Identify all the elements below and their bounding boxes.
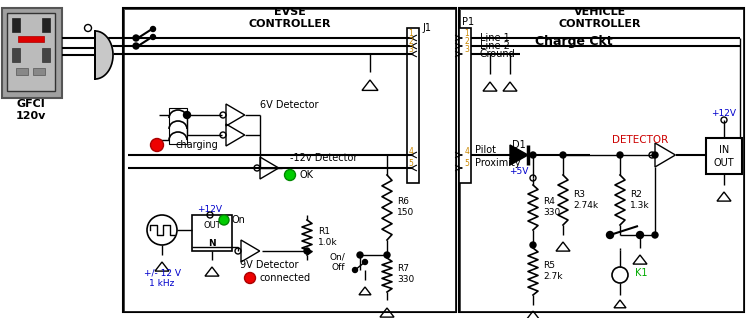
Circle shape: [530, 242, 536, 248]
Text: 4: 4: [464, 147, 470, 156]
Circle shape: [219, 215, 229, 225]
Polygon shape: [510, 145, 528, 165]
Circle shape: [151, 139, 163, 151]
Circle shape: [637, 232, 643, 238]
Text: 3: 3: [408, 45, 413, 54]
Text: 2: 2: [464, 38, 470, 46]
Text: OUT: OUT: [203, 220, 221, 230]
Text: OK: OK: [300, 170, 314, 180]
Text: R7
330: R7 330: [397, 264, 414, 284]
Circle shape: [353, 267, 357, 273]
Text: DETECTOR: DETECTOR: [612, 135, 668, 145]
Circle shape: [530, 152, 536, 158]
Text: Line 1: Line 1: [480, 33, 510, 43]
Text: EVSE
CONTROLLER: EVSE CONTROLLER: [249, 7, 331, 29]
Text: R2
1.3k: R2 1.3k: [630, 190, 649, 210]
Bar: [124, 9, 455, 311]
Text: Pilot: Pilot: [475, 145, 496, 155]
Circle shape: [363, 259, 368, 265]
Text: charging: charging: [175, 140, 218, 150]
Text: VEHICLE
CONTROLLER: VEHICLE CONTROLLER: [559, 7, 641, 29]
Circle shape: [652, 232, 658, 238]
Text: J1: J1: [422, 23, 431, 33]
Text: P1: P1: [462, 17, 474, 27]
Text: R4
330: R4 330: [543, 197, 560, 217]
Bar: [42, 48, 50, 62]
Bar: [169, 108, 187, 144]
Text: connected: connected: [260, 273, 311, 283]
Circle shape: [560, 152, 566, 158]
Text: OUT: OUT: [714, 158, 734, 168]
Bar: [12, 48, 20, 62]
Text: Charge Ckt: Charge Ckt: [535, 36, 613, 49]
Bar: [459, 8, 744, 312]
Text: +12V: +12V: [198, 205, 222, 215]
Text: On: On: [232, 215, 246, 225]
Text: R3
2.74k: R3 2.74k: [573, 190, 598, 210]
Circle shape: [151, 26, 156, 31]
Text: On/
Off: On/ Off: [330, 252, 345, 272]
Text: IN: IN: [719, 145, 729, 155]
Text: K1: K1: [635, 268, 647, 278]
Circle shape: [617, 152, 623, 158]
Bar: [123, 8, 456, 312]
Circle shape: [133, 43, 139, 49]
Text: +12V: +12V: [712, 108, 736, 117]
Text: R5
2.7k: R5 2.7k: [543, 261, 562, 281]
Circle shape: [184, 112, 190, 119]
Bar: [459, 28, 471, 183]
Text: 5: 5: [464, 160, 470, 169]
Text: -12v Detector: -12v Detector: [290, 153, 357, 163]
Bar: [460, 9, 743, 311]
Text: Line 2: Line 2: [480, 41, 510, 51]
Circle shape: [384, 252, 390, 258]
Text: GFCI
120v: GFCI 120v: [16, 99, 46, 121]
Text: +/- 12 V
1 kHz: +/- 12 V 1 kHz: [144, 268, 181, 288]
Circle shape: [304, 248, 310, 254]
Text: R1
1.0k: R1 1.0k: [318, 227, 338, 247]
Text: 1: 1: [409, 30, 413, 38]
Circle shape: [133, 35, 139, 41]
Text: Proximity: Proximity: [475, 158, 521, 168]
Circle shape: [151, 34, 156, 39]
Bar: [12, 18, 20, 32]
Text: N: N: [208, 238, 216, 247]
Bar: [33, 68, 45, 75]
Text: 6V Detector: 6V Detector: [260, 100, 318, 110]
Text: 3: 3: [464, 45, 470, 54]
Polygon shape: [95, 31, 113, 79]
Bar: [42, 18, 50, 32]
Text: Ground: Ground: [480, 49, 516, 59]
Text: +5V: +5V: [509, 168, 528, 176]
Bar: [18, 36, 44, 42]
Text: 4: 4: [408, 147, 413, 156]
Circle shape: [357, 252, 363, 258]
Text: R6
150: R6 150: [397, 197, 414, 217]
Text: 9V Detector: 9V Detector: [240, 260, 299, 270]
Bar: [192, 215, 232, 251]
Circle shape: [652, 152, 658, 158]
Bar: [16, 68, 28, 75]
Circle shape: [607, 232, 613, 238]
Circle shape: [244, 273, 255, 284]
Text: D1: D1: [512, 140, 526, 150]
Text: 2: 2: [409, 38, 413, 46]
Bar: [407, 28, 419, 183]
Bar: [7, 13, 55, 91]
Text: 5: 5: [408, 160, 413, 169]
Circle shape: [285, 169, 296, 181]
Bar: [2, 8, 62, 98]
Bar: [706, 138, 742, 174]
Text: 1: 1: [464, 30, 470, 38]
